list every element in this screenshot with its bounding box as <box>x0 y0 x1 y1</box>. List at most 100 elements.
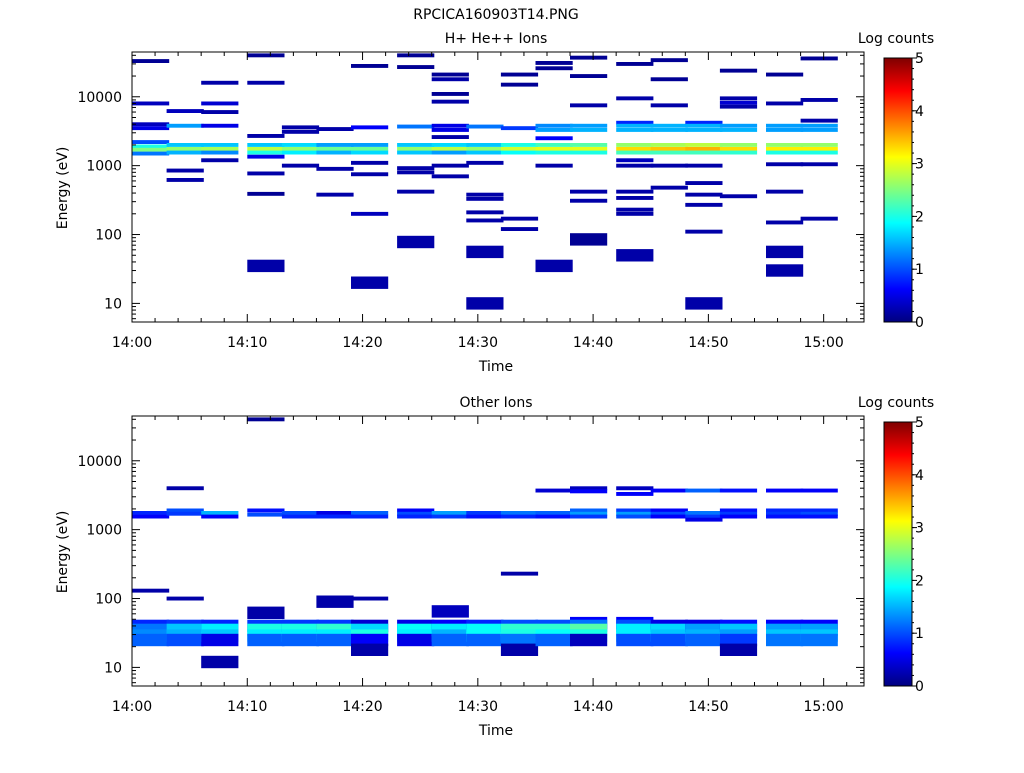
heatmap-cell <box>500 514 539 519</box>
heatmap-cell <box>201 123 239 128</box>
heatmap-cell <box>166 178 204 182</box>
heatmap-cell <box>247 134 285 138</box>
heatmap-cell <box>616 196 654 200</box>
colorbar-tick-label: 2 <box>915 209 924 225</box>
heatmap-cell <box>766 123 804 128</box>
heatmap-cell <box>719 104 758 109</box>
heatmap-cell <box>719 488 758 493</box>
x-tick-label: 14:20 <box>342 335 382 351</box>
colorbar: 0 1 2 3 4 5 <box>883 415 924 695</box>
heatmap-cell <box>719 514 758 519</box>
heatmap-cell <box>800 216 838 221</box>
heatmap-cell <box>570 55 608 60</box>
heatmap-cell <box>719 123 758 128</box>
heatmap-cell <box>650 143 688 147</box>
heatmap-cell <box>397 143 435 147</box>
x-axis-label: Time <box>478 359 513 375</box>
heatmap-cell <box>351 143 389 147</box>
heatmap-cell <box>247 143 285 147</box>
heatmap-cell <box>351 125 389 130</box>
heatmap-cell <box>397 511 435 516</box>
heatmap-cell <box>500 72 539 77</box>
heatmap-cell <box>166 596 204 601</box>
heatmap-cell <box>132 588 170 593</box>
heatmap-cell <box>616 189 654 194</box>
heatmap-cell <box>132 59 170 63</box>
heatmap-cell <box>351 160 389 165</box>
heatmap-cell <box>166 168 204 173</box>
y-tick-label: 100 <box>95 592 122 608</box>
heatmap-cell <box>685 517 723 522</box>
heatmap-cell <box>281 633 320 647</box>
heatmap-cell <box>247 171 285 176</box>
heatmap-cell <box>685 488 723 493</box>
x-axis: 14:00 14:10 14:20 14:30 14:40 14:50 15:00 <box>112 416 848 715</box>
colorbar-label: Log counts <box>858 31 934 47</box>
heatmap-cell <box>132 633 170 647</box>
x-tick-label: 14:30 <box>458 699 498 715</box>
heatmap-cell <box>466 150 504 155</box>
heatmap-cell <box>650 185 688 190</box>
heatmap-cell <box>351 64 389 68</box>
y-tick-label: 1000 <box>86 159 122 175</box>
y-axis: 10 100 1000 10000 <box>77 54 864 320</box>
y-tick-label: 1000 <box>86 523 122 539</box>
y-tick-label: 10000 <box>77 90 122 106</box>
heatmap-cell <box>431 72 469 77</box>
heatmap-cell <box>616 211 654 216</box>
heatmap-cell <box>685 128 723 132</box>
heatmap-cell <box>201 143 239 147</box>
heatmap-cell <box>431 77 469 82</box>
y-axis: 10 100 1000 10000 <box>77 418 864 684</box>
heatmap-cell <box>500 643 539 656</box>
heatmap-cell <box>431 163 469 168</box>
plot-frame <box>131 51 865 323</box>
heatmap-cell <box>535 66 573 71</box>
plot-frame <box>131 415 865 687</box>
heatmap-cell <box>616 633 654 647</box>
colorbar-tick-label: 4 <box>915 104 924 120</box>
heatmap-cell <box>201 511 239 515</box>
heatmap-cell <box>719 511 758 516</box>
heatmap-cell <box>500 571 539 576</box>
heatmap-cell <box>201 514 239 519</box>
heatmap-cell <box>570 233 608 246</box>
heatmap-cell <box>281 150 320 155</box>
heatmap-cell <box>535 633 573 647</box>
heatmap-cell <box>685 143 723 147</box>
heatmap-cell <box>500 82 539 87</box>
heatmap-cell <box>535 61 573 65</box>
heatmap-cell <box>247 508 285 513</box>
heatmap-cell <box>201 158 239 163</box>
heatmap-cell <box>685 120 723 125</box>
heatmap-cell <box>166 150 204 155</box>
colorbar-tick-label: 1 <box>915 262 924 278</box>
panel-title: Other Ions <box>459 395 532 411</box>
heatmap-cell <box>616 486 654 491</box>
heatmap-cell <box>570 150 608 155</box>
heatmap-cell <box>650 128 688 132</box>
x-tick-label: 15:00 <box>803 699 843 715</box>
heatmap-cell <box>281 511 320 515</box>
heatmap-cell <box>247 512 285 517</box>
heatmap-cell <box>766 101 804 106</box>
colorbar-gradient <box>883 57 913 323</box>
heatmap-cell <box>466 297 504 310</box>
heatmap-cell <box>351 211 389 216</box>
heatmap-cell <box>616 143 654 147</box>
heatmap-cell <box>500 511 539 515</box>
heatmap-cell <box>800 162 838 167</box>
colorbar-tick-label: 4 <box>915 468 924 484</box>
heatmap-cell <box>281 514 320 519</box>
heatmap-cells <box>132 417 838 669</box>
heatmap-cell <box>351 150 389 155</box>
heatmap-cell <box>570 198 608 203</box>
heatmap-cell <box>247 147 285 151</box>
heatmap-cell <box>719 150 758 155</box>
heatmap-cell <box>616 150 654 155</box>
heatmap-cell <box>431 605 469 618</box>
heatmap-cell <box>247 53 285 58</box>
heatmap-cell <box>650 514 688 519</box>
heatmap-cell <box>685 514 723 519</box>
colorbar-tick-label: 2 <box>915 573 924 589</box>
